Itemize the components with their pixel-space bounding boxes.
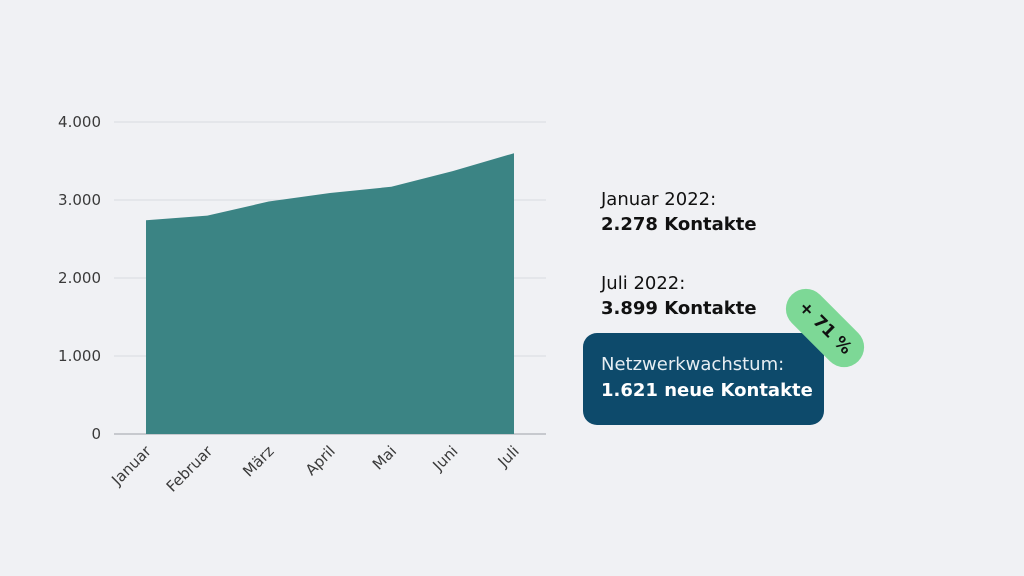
x-tick-label: Februar: [163, 442, 217, 496]
stat-july: Juli 2022: 3.899 Kontakte: [601, 272, 757, 322]
growth-value: 1.621 neue Kontakte: [601, 380, 813, 401]
x-tick-label: Januar: [107, 442, 155, 490]
growth-label: Netzwerkwachstum:: [601, 354, 785, 375]
y-tick-label: 4.000: [58, 113, 101, 131]
stat-january: Januar 2022: 2.278 Kontakte: [601, 188, 757, 238]
growth-box: Netzwerkwachstum: 1.621 neue Kontakte: [583, 333, 824, 425]
y-tick-label: 3.000: [58, 191, 101, 209]
x-tick-label: Mai: [369, 442, 400, 473]
x-tick-label: März: [239, 442, 277, 480]
y-tick-label: 2.000: [58, 269, 101, 287]
stat-january-label: Januar 2022:: [601, 189, 717, 210]
area-series: [146, 153, 514, 434]
y-tick-label: 1.000: [58, 347, 101, 365]
x-axis-ticks: Januar Februar März April Mai Juni Juli: [107, 442, 522, 496]
y-axis-ticks: 0 1.000 2.000 3.000 4.000: [58, 113, 101, 443]
stat-july-label: Juli 2022:: [601, 273, 686, 294]
y-tick-label: 0: [91, 425, 101, 443]
x-tick-label: Juli: [494, 442, 523, 471]
x-tick-label: April: [302, 442, 339, 479]
area-fill: [146, 153, 514, 434]
stat-july-value: 3.899 Kontakte: [601, 298, 757, 319]
stat-january-value: 2.278 Kontakte: [601, 214, 757, 235]
x-tick-label: Juni: [429, 442, 462, 475]
